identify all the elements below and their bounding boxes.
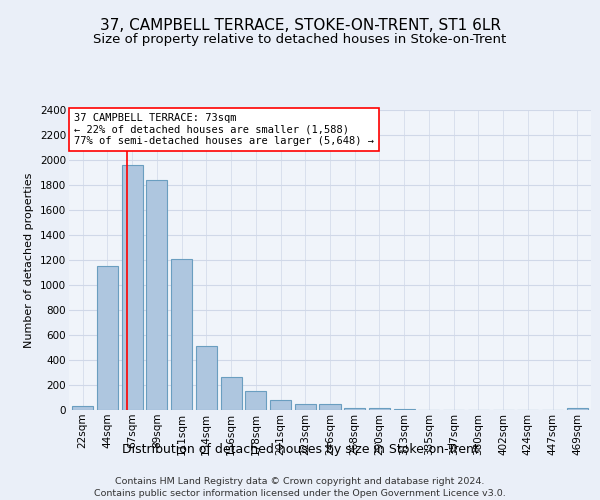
Bar <box>196 346 217 410</box>
Bar <box>369 408 390 410</box>
Text: 37, CAMPBELL TERRACE, STOKE-ON-TRENT, ST1 6LR: 37, CAMPBELL TERRACE, STOKE-ON-TRENT, ST… <box>100 18 500 32</box>
Bar <box>221 377 242 410</box>
Bar <box>122 165 143 410</box>
Text: Distribution of detached houses by size in Stoke-on-Trent: Distribution of detached houses by size … <box>122 442 478 456</box>
Bar <box>171 259 192 410</box>
Text: Size of property relative to detached houses in Stoke-on-Trent: Size of property relative to detached ho… <box>94 32 506 46</box>
Bar <box>394 409 415 410</box>
Bar <box>567 408 588 410</box>
Bar <box>245 390 266 410</box>
Bar <box>319 404 341 410</box>
Bar <box>146 180 167 410</box>
Text: Contains HM Land Registry data © Crown copyright and database right 2024.: Contains HM Land Registry data © Crown c… <box>115 478 485 486</box>
Bar <box>270 400 291 410</box>
Text: Contains public sector information licensed under the Open Government Licence v3: Contains public sector information licen… <box>94 489 506 498</box>
Bar <box>72 406 93 410</box>
Bar <box>344 408 365 410</box>
Bar <box>295 404 316 410</box>
Y-axis label: Number of detached properties: Number of detached properties <box>25 172 34 348</box>
Text: 37 CAMPBELL TERRACE: 73sqm
← 22% of detached houses are smaller (1,588)
77% of s: 37 CAMPBELL TERRACE: 73sqm ← 22% of deta… <box>74 113 374 146</box>
Bar <box>97 266 118 410</box>
